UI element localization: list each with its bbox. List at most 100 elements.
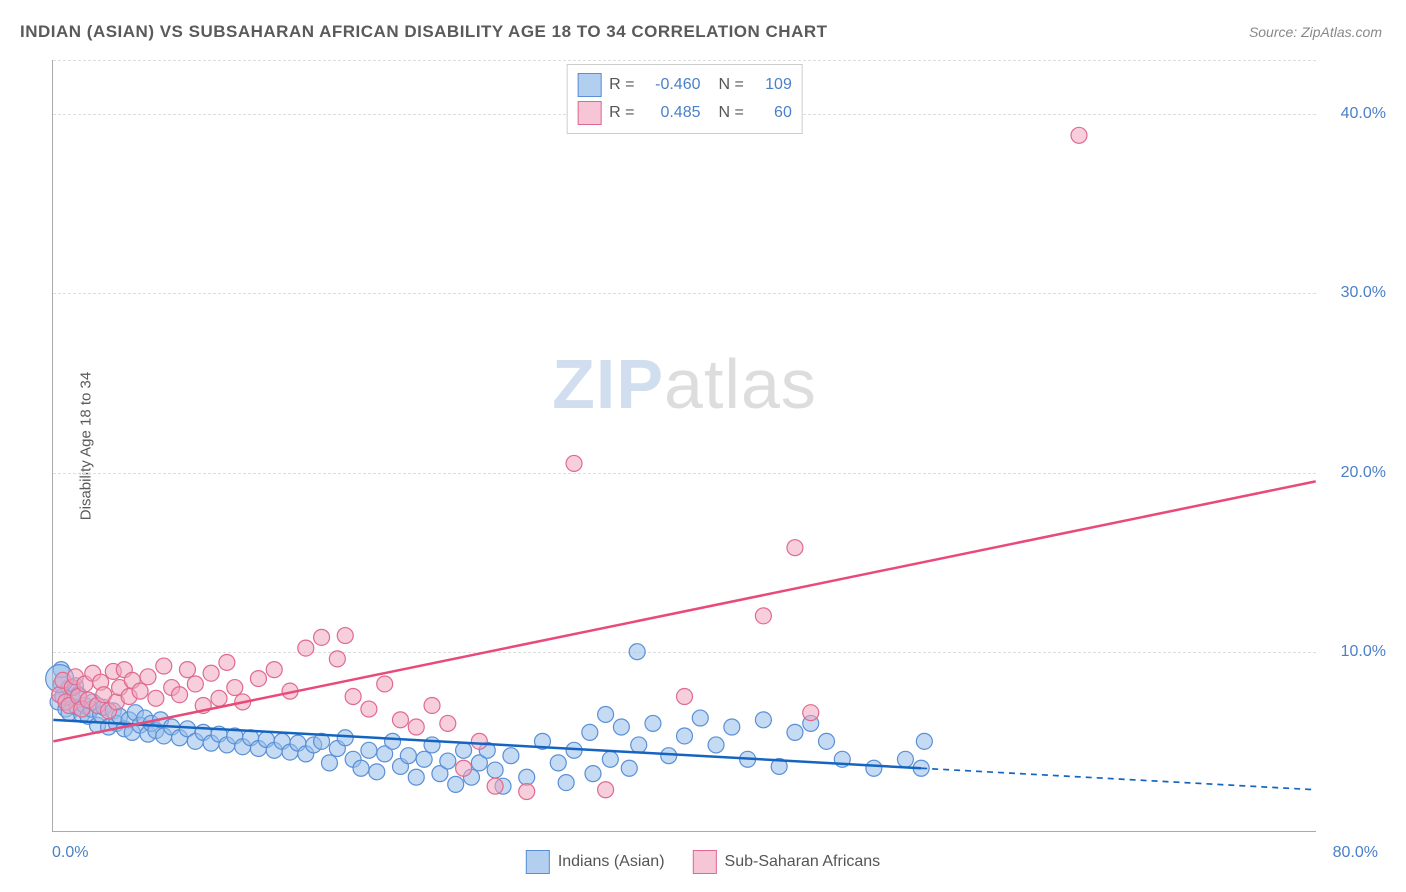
- scatter-point: [424, 697, 440, 713]
- scatter-point: [787, 540, 803, 556]
- scatter-point: [550, 755, 566, 771]
- stats-n-label: N =: [719, 76, 744, 94]
- y-tick-label: 10.0%: [1341, 643, 1386, 661]
- scatter-point: [487, 762, 503, 778]
- scatter-point: [692, 710, 708, 726]
- scatter-svg: [53, 60, 1316, 831]
- scatter-point: [172, 687, 188, 703]
- scatter-point: [897, 751, 913, 767]
- scatter-point: [140, 669, 156, 685]
- stats-n-value: 60: [752, 104, 792, 122]
- scatter-point: [321, 755, 337, 771]
- scatter-point: [755, 712, 771, 728]
- scatter-point: [566, 455, 582, 471]
- scatter-point: [866, 760, 882, 776]
- scatter-point: [519, 784, 535, 800]
- legend-label: Sub-Saharan Africans: [725, 853, 881, 871]
- legend-swatch: [693, 850, 717, 874]
- scatter-point: [250, 671, 266, 687]
- legend-label: Indians (Asian): [558, 853, 665, 871]
- scatter-point: [408, 769, 424, 785]
- scatter-point: [400, 748, 416, 764]
- chart-title: INDIAN (ASIAN) VS SUBSAHARAN AFRICAN DIS…: [20, 22, 828, 42]
- scatter-point: [629, 644, 645, 660]
- scatter-point: [602, 751, 618, 767]
- scatter-point: [314, 629, 330, 645]
- scatter-point: [645, 715, 661, 731]
- scatter-point: [408, 719, 424, 735]
- scatter-point: [337, 628, 353, 644]
- scatter-point: [621, 760, 637, 776]
- correlation-stats-box: R = -0.460 N = 109R = 0.485 N = 60: [566, 64, 803, 134]
- scatter-point: [353, 760, 369, 776]
- stats-row: R =0.485N =60: [577, 99, 792, 127]
- scatter-point: [448, 776, 464, 792]
- scatter-point: [755, 608, 771, 624]
- scatter-point: [424, 737, 440, 753]
- scatter-point: [487, 778, 503, 794]
- scatter-point: [203, 665, 219, 681]
- scatter-point: [598, 782, 614, 798]
- scatter-point: [266, 662, 282, 678]
- scatter-point: [179, 662, 195, 678]
- scatter-point: [456, 760, 472, 776]
- bottom-legend: Indians (Asian) Sub-Saharan Africans: [526, 850, 880, 874]
- scatter-point: [345, 689, 361, 705]
- legend-item: Indians (Asian): [526, 850, 665, 874]
- stats-r-label: R =: [609, 76, 634, 94]
- scatter-point: [298, 640, 314, 656]
- scatter-point: [219, 654, 235, 670]
- scatter-point: [416, 751, 432, 767]
- scatter-point: [558, 775, 574, 791]
- stats-swatch: [577, 101, 601, 125]
- stats-n-value: 109: [752, 76, 792, 94]
- scatter-point: [787, 724, 803, 740]
- scatter-point: [361, 742, 377, 758]
- scatter-point: [329, 651, 345, 667]
- scatter-point: [211, 690, 227, 706]
- y-tick-label: 40.0%: [1341, 105, 1386, 123]
- y-tick-label: 20.0%: [1341, 464, 1386, 482]
- scatter-point: [440, 715, 456, 731]
- scatter-point: [377, 676, 393, 692]
- legend-swatch: [526, 850, 550, 874]
- scatter-point: [819, 733, 835, 749]
- stats-row: R = -0.460 N = 109: [577, 71, 792, 99]
- scatter-point: [156, 658, 172, 674]
- scatter-point: [519, 769, 535, 785]
- plot-area: ZIPatlas 10.0%20.0%30.0%40.0% R =-0.460N…: [52, 60, 1316, 832]
- chart-container: INDIAN (ASIAN) VS SUBSAHARAN AFRICAN DIS…: [0, 0, 1406, 892]
- scatter-point: [385, 733, 401, 749]
- scatter-point: [369, 764, 385, 780]
- scatter-point: [613, 719, 629, 735]
- scatter-point: [471, 733, 487, 749]
- x-tick-left: 0.0%: [52, 844, 88, 862]
- scatter-point: [916, 733, 932, 749]
- x-tick-right: 80.0%: [1333, 844, 1378, 862]
- scatter-point: [724, 719, 740, 735]
- scatter-point: [1071, 127, 1087, 143]
- stats-swatch: [577, 73, 601, 97]
- scatter-point: [631, 737, 647, 753]
- scatter-point: [337, 730, 353, 746]
- scatter-point: [677, 689, 693, 705]
- stats-r-value: 0.485: [643, 104, 701, 122]
- scatter-point: [148, 690, 164, 706]
- scatter-point: [456, 742, 472, 758]
- scatter-point: [708, 737, 724, 753]
- scatter-point: [503, 748, 519, 764]
- legend-item: Sub-Saharan Africans: [693, 850, 881, 874]
- scatter-point: [132, 683, 148, 699]
- scatter-point: [392, 712, 408, 728]
- scatter-point: [361, 701, 377, 717]
- scatter-point: [440, 753, 456, 769]
- scatter-point: [803, 705, 819, 721]
- scatter-point: [582, 724, 598, 740]
- scatter-point: [227, 680, 243, 696]
- scatter-point: [187, 676, 203, 692]
- scatter-point: [677, 728, 693, 744]
- scatter-point: [598, 706, 614, 722]
- stats-n-label: N =: [719, 104, 744, 122]
- stats-r-value: -0.460: [643, 76, 701, 94]
- source-attribution: Source: ZipAtlas.com: [1249, 24, 1382, 40]
